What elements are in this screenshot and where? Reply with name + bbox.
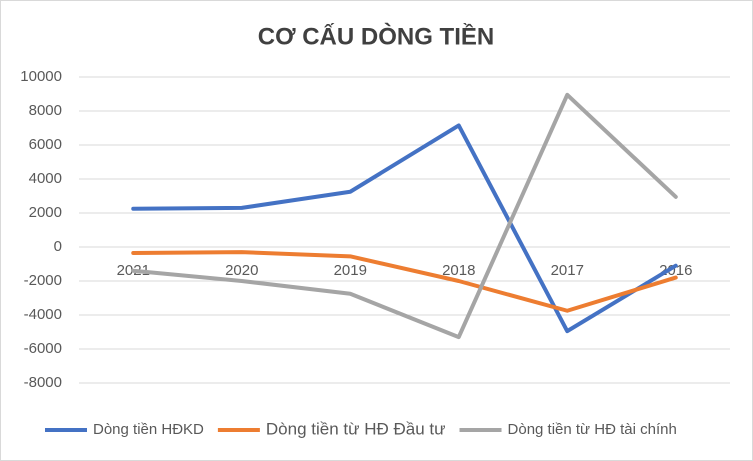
- y-tick-label: 4000: [29, 170, 62, 187]
- x-tick-label: 2020: [225, 262, 258, 279]
- legend-label: Dòng tiền từ HĐ Đầu tư: [266, 419, 446, 438]
- y-tick-label: -8000: [24, 374, 62, 391]
- series-line: [131, 92, 678, 340]
- legend-label: Dòng tiền HĐKD: [93, 421, 204, 438]
- y-tick-label: -6000: [24, 340, 62, 357]
- x-tick-label: 2017: [551, 262, 584, 279]
- y-tick-label: 6000: [29, 136, 62, 153]
- legend-label: Dòng tiền từ HĐ tài chính: [508, 421, 677, 438]
- y-tick-label: 2000: [29, 204, 62, 221]
- y-tick-label: -4000: [24, 306, 62, 323]
- series-line: [131, 250, 678, 313]
- y-tick-label: 10000: [20, 68, 62, 85]
- y-tick-label: -2000: [24, 272, 62, 289]
- y-tick-label: 0: [54, 238, 62, 255]
- x-tick-label: 2019: [334, 262, 367, 279]
- x-tick-label: 2016: [659, 262, 692, 279]
- series-line: [131, 123, 678, 334]
- y-tick-label: 8000: [29, 102, 62, 119]
- chart-title: CƠ CẤU DÒNG TIỀN: [258, 22, 494, 50]
- x-tick-label: 2018: [442, 262, 475, 279]
